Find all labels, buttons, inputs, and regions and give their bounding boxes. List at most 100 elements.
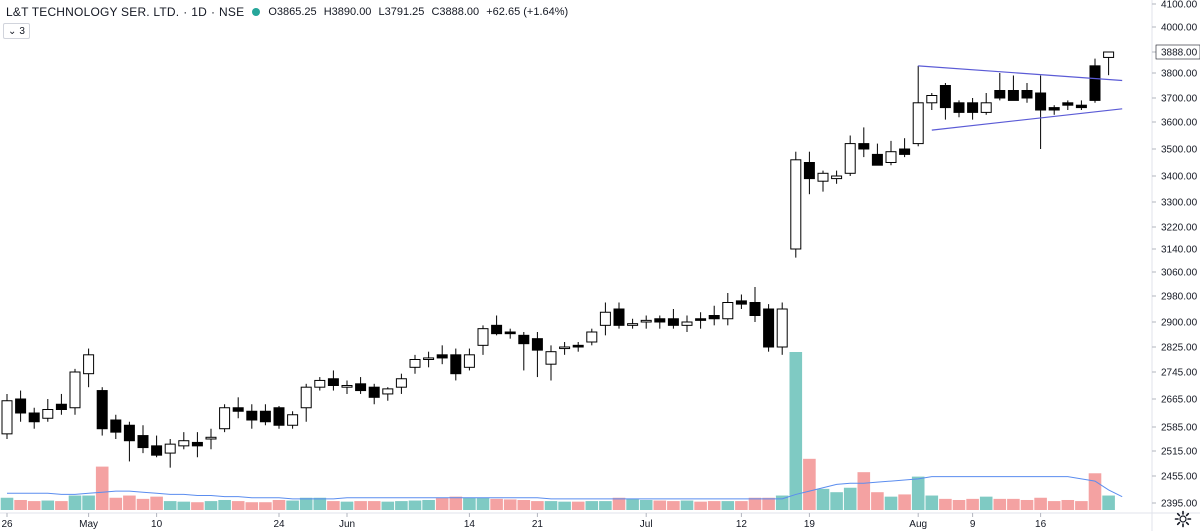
candle bbox=[205, 428, 217, 450]
candle bbox=[191, 432, 203, 458]
volume-bar bbox=[1020, 499, 1034, 510]
candle bbox=[749, 287, 761, 322]
volume-bar bbox=[354, 501, 367, 510]
price-tick-label: 3400.00 bbox=[1161, 172, 1198, 183]
volume-bar bbox=[653, 500, 667, 510]
candle-body bbox=[545, 351, 557, 365]
volume-bar bbox=[979, 496, 993, 510]
candle bbox=[1, 393, 13, 439]
candle-body bbox=[695, 318, 707, 321]
volume-bar bbox=[748, 497, 762, 510]
volume-bar bbox=[503, 499, 517, 510]
interval-label[interactable]: 1D bbox=[191, 5, 208, 19]
price-tick-label: 3700.00 bbox=[1161, 94, 1198, 105]
candle-body bbox=[1062, 102, 1074, 106]
candle bbox=[776, 302, 788, 355]
volume-bar bbox=[272, 499, 286, 510]
volume-bar bbox=[762, 497, 775, 510]
price-axis[interactable]: 2395.00 2455.00 2515.00 2585.00 2665.00 2745.… bbox=[1151, 0, 1200, 531]
candle-body bbox=[722, 302, 734, 320]
volume-bar bbox=[830, 492, 843, 510]
candle-body bbox=[1048, 107, 1060, 111]
volume-bar bbox=[925, 495, 939, 510]
volume-bar bbox=[218, 499, 231, 510]
candle-body bbox=[191, 441, 203, 447]
volume-bar bbox=[204, 501, 218, 510]
candle-body bbox=[939, 85, 951, 109]
change-value: +62.65 (+1.64%) bbox=[486, 6, 569, 18]
candle bbox=[695, 312, 707, 329]
volume-bar bbox=[857, 472, 871, 510]
trendlines-layer[interactable] bbox=[918, 65, 1123, 131]
candle bbox=[368, 383, 380, 405]
legend-separator: · bbox=[211, 5, 216, 19]
candle-body bbox=[708, 315, 720, 320]
candle-body bbox=[463, 354, 475, 368]
candle-body bbox=[300, 386, 312, 409]
volume-bar bbox=[558, 501, 571, 510]
volume-bar bbox=[95, 466, 109, 510]
candle bbox=[627, 318, 639, 329]
candle bbox=[803, 151, 815, 195]
close-value: C3888.00 bbox=[431, 6, 480, 18]
ohlc-values: O3865.25 H3890.00 L3791.25 C3888.00 +62.… bbox=[268, 6, 572, 18]
volume-bar bbox=[476, 497, 490, 510]
candle-body bbox=[1075, 104, 1087, 109]
volume-bar bbox=[286, 500, 299, 510]
candle-body bbox=[885, 151, 897, 163]
candle bbox=[96, 387, 108, 436]
candle bbox=[355, 377, 367, 394]
candle bbox=[137, 425, 149, 454]
time-tick-label: 19 bbox=[804, 519, 816, 530]
volume-ma-layer bbox=[7, 476, 1123, 500]
legend-separator: · bbox=[183, 5, 188, 19]
candle-body bbox=[749, 302, 761, 316]
volume-bar bbox=[0, 497, 14, 510]
candle bbox=[599, 302, 611, 336]
candle-body bbox=[355, 383, 367, 392]
volume-bar bbox=[1102, 495, 1115, 510]
indicators-collapse-button[interactable]: ⌄ 3 bbox=[3, 23, 30, 39]
candle-body bbox=[980, 102, 992, 113]
candle-body bbox=[1021, 90, 1033, 99]
volume-bar bbox=[803, 458, 816, 510]
candle-body bbox=[382, 388, 394, 395]
trendline-upper[interactable] bbox=[918, 65, 1123, 82]
candle-body bbox=[504, 331, 516, 335]
volume-ma-line bbox=[7, 476, 1123, 500]
candle bbox=[763, 304, 775, 352]
candle bbox=[110, 414, 122, 439]
volume-bar bbox=[55, 501, 68, 510]
candle bbox=[899, 138, 911, 158]
volume-bar bbox=[898, 494, 911, 510]
candle-body bbox=[15, 398, 27, 414]
candle bbox=[1007, 75, 1019, 101]
candle bbox=[994, 73, 1006, 101]
volume-bar bbox=[14, 499, 27, 510]
volume-bar bbox=[123, 495, 136, 510]
candle-body bbox=[477, 328, 489, 346]
candle bbox=[1089, 58, 1101, 103]
volume-bar bbox=[612, 497, 626, 510]
candle bbox=[980, 93, 992, 115]
time-axis[interactable]: 26 May 10 24 Jun 14 21 Jul 12 19 Aug 9 16 bbox=[0, 512, 1200, 530]
candle bbox=[817, 170, 829, 192]
candle-body bbox=[613, 308, 625, 326]
candle-body bbox=[28, 412, 40, 423]
candle-body bbox=[123, 424, 135, 442]
candle bbox=[273, 406, 285, 429]
symbol-name[interactable]: L&T TECHNOLOGY SER. LTD. bbox=[6, 5, 180, 19]
candle bbox=[219, 404, 231, 433]
candle-body bbox=[831, 175, 843, 180]
volume-bar bbox=[667, 501, 680, 510]
volume-bar bbox=[993, 498, 1007, 510]
trendline-lower[interactable] bbox=[931, 108, 1123, 131]
candle bbox=[69, 368, 81, 415]
candle bbox=[926, 93, 938, 110]
candle-body bbox=[178, 440, 190, 447]
candle bbox=[790, 151, 802, 258]
candle-body bbox=[1089, 65, 1101, 101]
gear-icon[interactable] bbox=[1174, 510, 1192, 528]
